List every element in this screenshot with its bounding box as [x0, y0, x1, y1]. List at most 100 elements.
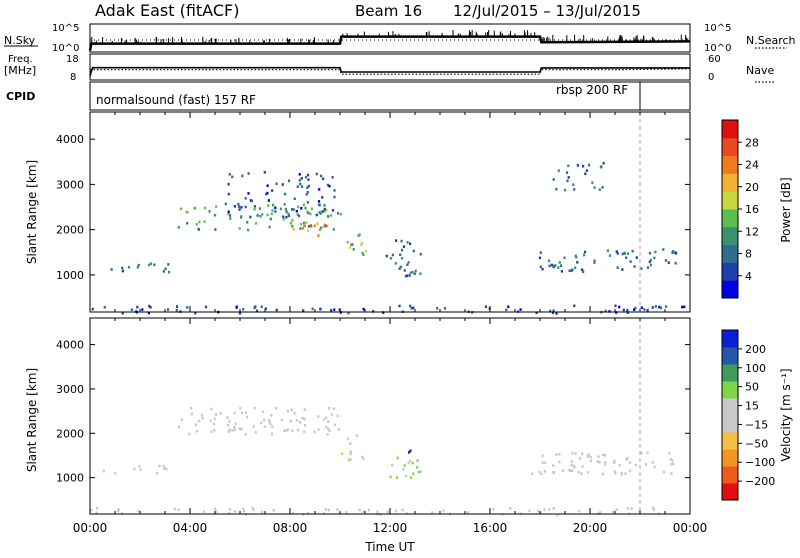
echo-cell — [466, 511, 469, 514]
echo-cell — [306, 511, 309, 515]
echo-cell — [362, 457, 365, 461]
echo-cell — [247, 192, 250, 195]
echo-cell — [414, 269, 417, 273]
echo-cell — [436, 307, 439, 310]
echo-cell — [593, 186, 596, 189]
echo-cell — [325, 224, 328, 228]
colorbar-segment — [722, 381, 738, 399]
echo-cell — [586, 455, 589, 458]
echo-cell — [554, 264, 557, 267]
echo-cell — [240, 206, 243, 209]
echo-cell — [577, 471, 580, 474]
echo-cell — [548, 264, 551, 268]
echo-cell — [327, 508, 330, 512]
echo-cell — [671, 459, 674, 462]
colorbar-tick-label: −15 — [745, 418, 768, 431]
echo-cell — [303, 408, 306, 411]
echo-cell — [244, 197, 247, 200]
echo-cell — [409, 242, 412, 246]
echo-cell — [360, 243, 363, 246]
echo-cell — [228, 508, 232, 511]
echo-cell — [328, 406, 331, 410]
echo-cell — [618, 463, 621, 467]
echo-cell — [616, 266, 619, 269]
echo-cell — [271, 425, 274, 428]
echo-cell — [555, 453, 558, 456]
echo-cell — [139, 468, 142, 471]
echo-cell — [587, 163, 591, 167]
nsearch-tick-bottom: 10^0 — [704, 43, 731, 54]
echo-cell — [259, 214, 262, 218]
echo-cell — [568, 269, 571, 272]
echo-cell — [557, 266, 560, 269]
echo-cell — [556, 514, 559, 517]
colorbar-segment — [722, 120, 738, 139]
echo-cell — [286, 409, 290, 413]
echo-cell — [596, 460, 599, 463]
echo-cell — [570, 464, 573, 467]
echo-cell — [417, 470, 420, 474]
freq-label-bottom: [MHz] — [4, 64, 36, 77]
echo-cell — [538, 470, 541, 474]
colorbar-tick-label: −50 — [745, 437, 768, 450]
echo-cell — [287, 212, 290, 216]
echo-cell — [400, 256, 404, 260]
echo-cell — [210, 430, 213, 434]
echo-cell — [310, 207, 313, 211]
echo-cell — [349, 442, 352, 445]
velocity-panel: 1000 2000 3000 4000 — [56, 317, 691, 517]
echo-cell — [296, 185, 299, 188]
echo-cell — [660, 306, 663, 310]
echo-cell — [593, 261, 596, 264]
echo-cell — [317, 415, 320, 418]
echo-cell — [315, 172, 318, 176]
echo-cell — [604, 461, 607, 464]
echo-cell — [319, 307, 322, 311]
echo-cell — [298, 214, 301, 218]
y-tick-label: 2000 — [56, 224, 84, 237]
echo-cell — [306, 191, 309, 194]
nsky-label: N.Sky — [4, 34, 36, 47]
echo-cell — [394, 262, 397, 265]
echo-cell — [333, 423, 336, 427]
echo-cell — [351, 243, 354, 246]
nave-tick-bottom: 0 — [708, 72, 714, 83]
echo-cell — [543, 508, 546, 511]
nsky-trace — [88, 35, 691, 51]
echo-cell — [406, 263, 409, 266]
echo-cell — [408, 274, 411, 277]
echo-cell — [287, 179, 291, 183]
echo-cell — [210, 407, 213, 411]
echo-cell — [346, 241, 349, 244]
echo-cell — [239, 216, 243, 219]
echo-cell — [198, 220, 201, 224]
echo-cell — [602, 161, 605, 165]
echo-cell — [186, 221, 189, 225]
echo-cell — [419, 252, 422, 256]
echo-cell — [567, 176, 570, 179]
cpid-label: CPID — [6, 90, 35, 103]
echo-cell — [228, 512, 231, 515]
echo-cell — [296, 428, 300, 432]
echo-cell — [282, 215, 285, 219]
freq-tick-top: 18 — [66, 54, 79, 65]
echo-cell — [614, 304, 617, 308]
echo-cell — [541, 454, 544, 458]
echo-cell — [405, 274, 408, 278]
echo-cell — [643, 308, 646, 311]
echo-cell — [664, 305, 668, 308]
echo-cell — [137, 263, 140, 267]
echo-cell — [267, 199, 270, 202]
echo-cell — [349, 458, 352, 461]
echo-cell — [648, 251, 651, 255]
echo-cell — [389, 475, 392, 479]
echo-cell — [193, 206, 196, 210]
echo-cell — [190, 412, 193, 416]
echo-cell — [352, 248, 355, 251]
panel-frame — [89, 111, 691, 313]
colorbar-tick-label: 200 — [745, 343, 766, 356]
echo-cell — [289, 221, 292, 225]
echo-cell — [233, 205, 236, 208]
echo-cell — [244, 433, 247, 436]
echo-cell — [138, 464, 141, 468]
